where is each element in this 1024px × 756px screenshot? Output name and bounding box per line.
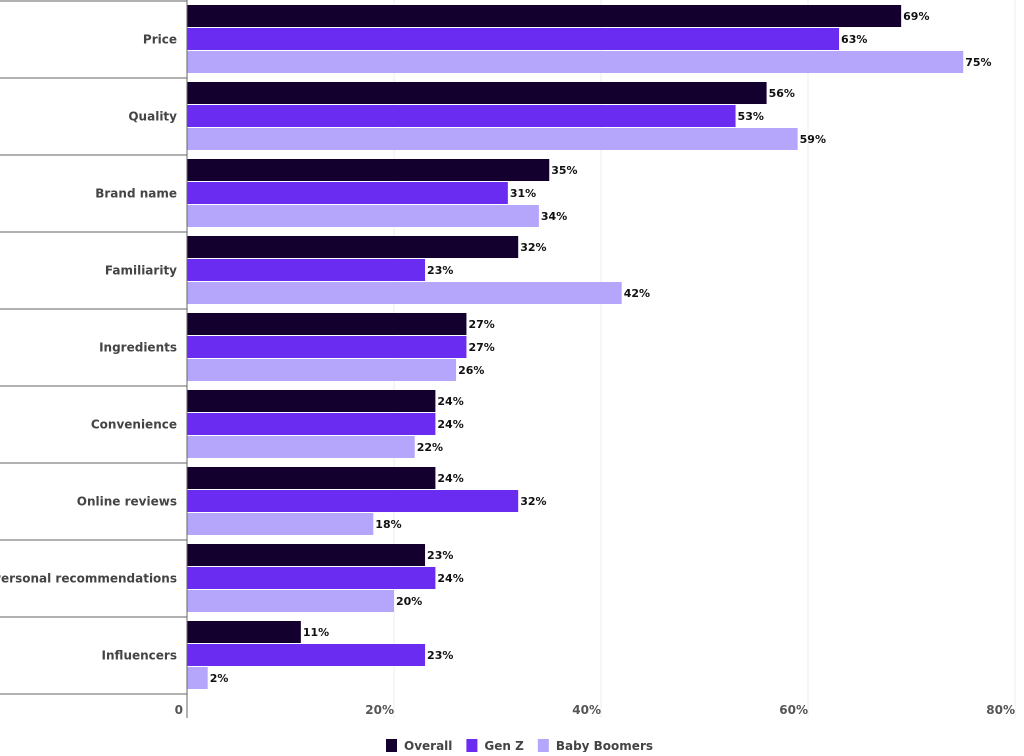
bar-gen-z	[187, 490, 519, 512]
bar-baby-boomers	[187, 359, 457, 381]
data-label: 24%	[437, 418, 463, 431]
data-label: 59%	[800, 133, 826, 146]
legend-swatch	[386, 739, 397, 752]
data-label: 2%	[210, 672, 229, 685]
category-label: Familiarity	[105, 264, 177, 278]
category-label: Price	[143, 33, 177, 47]
bar-gen-z	[187, 644, 426, 666]
data-label: 23%	[427, 549, 453, 562]
bar-overall	[187, 621, 301, 643]
data-label: 56%	[769, 87, 795, 100]
bar-overall	[187, 159, 550, 181]
category-label: Online reviews	[77, 495, 177, 509]
bar-baby-boomers	[187, 282, 622, 304]
data-label: 23%	[427, 264, 453, 277]
data-label: 53%	[738, 110, 764, 123]
data-label: 26%	[458, 364, 484, 377]
bar-gen-z	[187, 336, 467, 358]
bar-gen-z	[187, 259, 426, 281]
bar-gen-z	[187, 182, 508, 204]
data-label: 42%	[624, 287, 650, 300]
bar-gen-z	[187, 413, 436, 435]
data-label: 32%	[520, 241, 546, 254]
data-label: 20%	[396, 595, 422, 608]
data-label: 63%	[841, 33, 867, 46]
data-label: 35%	[551, 164, 577, 177]
data-label: 24%	[437, 395, 463, 408]
legend-swatch	[466, 739, 478, 752]
x-tick-label: 80%	[986, 703, 1015, 717]
data-label: 31%	[510, 187, 536, 200]
bar-overall	[187, 236, 519, 258]
bar-overall	[187, 5, 902, 27]
category-label: Ingredients	[99, 341, 177, 355]
bar-baby-boomers	[187, 667, 208, 689]
bar-gen-z	[187, 105, 736, 127]
bar-baby-boomers	[187, 436, 415, 458]
bar-gen-z	[187, 28, 840, 50]
data-label: 24%	[437, 572, 463, 585]
data-label: 11%	[303, 626, 329, 639]
category-label: Brand name	[95, 187, 177, 201]
bar-overall	[187, 544, 426, 566]
data-label: 75%	[965, 56, 991, 69]
x-tick-label: 0	[175, 703, 183, 717]
bar-gen-z	[187, 567, 436, 589]
category-label: Quality	[128, 110, 177, 124]
data-label: 34%	[541, 210, 567, 223]
x-tick-label: 60%	[779, 703, 808, 717]
data-label: 18%	[375, 518, 401, 531]
bar-baby-boomers	[187, 590, 394, 612]
data-label: 22%	[417, 441, 443, 454]
bar-overall	[187, 313, 467, 335]
legend-label[interactable]: Gen Z	[484, 739, 524, 753]
x-tick-label: 40%	[572, 703, 601, 717]
x-tick-label: 20%	[365, 703, 394, 717]
bar-overall	[187, 390, 436, 412]
data-label: 24%	[437, 472, 463, 485]
legend-label[interactable]: Overall	[404, 739, 452, 753]
legend-swatch	[537, 739, 549, 752]
bar-overall	[187, 467, 436, 489]
category-label: Personal recommendations	[0, 572, 177, 586]
category-label: Convenience	[91, 418, 177, 432]
bar-baby-boomers	[187, 513, 374, 535]
data-label: 69%	[903, 10, 929, 23]
category-label: Influencers	[102, 649, 177, 663]
legend-label[interactable]: Baby Boomers	[556, 739, 653, 753]
bar-baby-boomers	[187, 205, 539, 227]
data-label: 23%	[427, 649, 453, 662]
bar-baby-boomers	[187, 128, 798, 150]
bar-baby-boomers	[187, 51, 964, 73]
data-label: 27%	[468, 318, 494, 331]
data-label: 27%	[468, 341, 494, 354]
bar-overall	[187, 82, 767, 104]
data-label: 32%	[520, 495, 546, 508]
